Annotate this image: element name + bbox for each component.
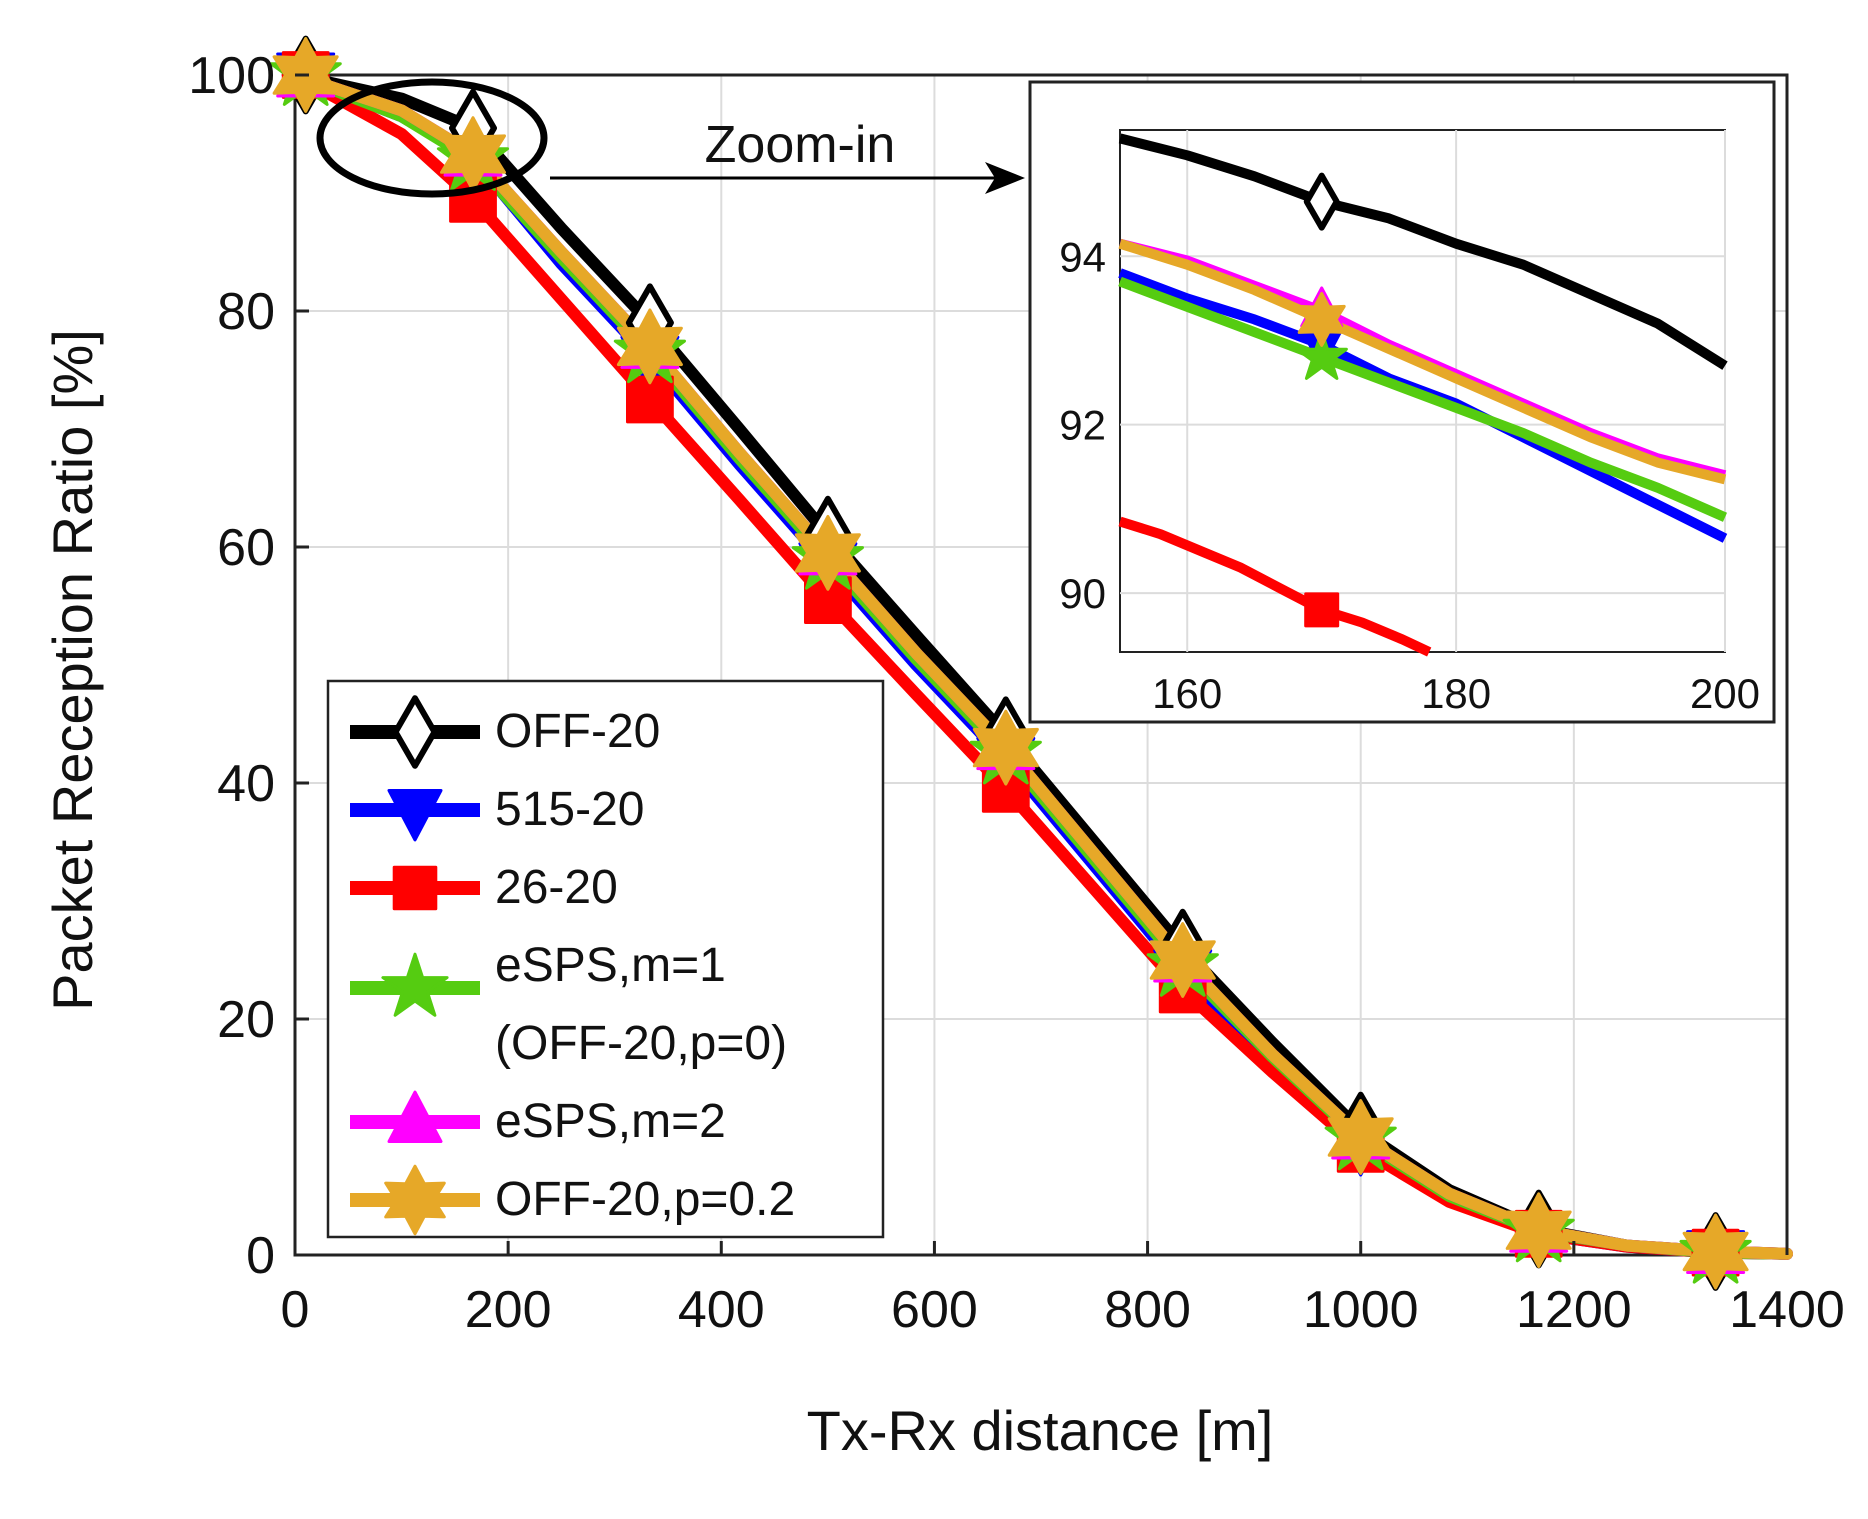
legend-marker-esps-m-1-off-20-p-0 [381,952,449,1017]
zoom-region-ellipse [316,78,548,198]
legend-marker-515-20 [387,789,443,842]
marker-off-20-p-0-2-1167 [1505,1192,1572,1269]
legend-label-esps-m2: eSPS,m=2 [495,1095,726,1148]
x-tick-label-600: 600 [891,1281,978,1339]
inset-y-tick-label-94: 94 [1059,233,1106,280]
x-tick-label-1000: 1000 [1303,1281,1419,1339]
main-plot-frame [293,73,1789,1257]
y-tick-label-100: 100 [188,47,275,105]
marker-off-20-p-0-2-667 [972,709,1039,786]
inset-series-group [1118,133,1728,657]
marker-off-20-p-0-2-500 [794,515,861,591]
marker-off-20-p-0-2-333 [616,308,683,385]
x-tick-label-0: 0 [281,1281,310,1339]
legend-entries [350,695,480,1236]
marker-26-20-333 [626,375,674,424]
y-tick-label-20: 20 [217,991,275,1049]
inset-x-tick-label-180: 180 [1421,670,1491,717]
zoom-arrow-head [985,162,1025,194]
legend-box [326,679,885,1239]
inset-marker-off-20 [1303,172,1340,231]
legend: OFF-20 515-20 26-20 eSPS,m=1 (OFF-20,p=0… [326,679,885,1239]
inset-x-tick-label-160: 160 [1152,670,1222,717]
inset-y-tick-label-92: 92 [1059,402,1106,449]
inset-marker-off-20-p-0-2 [1297,291,1346,347]
marker-off-20-p-0-2-1000 [1327,1099,1394,1175]
inset-frame [1028,80,1776,724]
zoom-in-annotation: Zoom-in [705,116,896,174]
legend-marker-off-20 [392,695,438,769]
x-tick-label-200: 200 [465,1281,552,1339]
inset-series-line-26-20 [1118,516,1432,657]
main-series-group [269,35,1793,1291]
y-tick-label-60: 60 [217,519,275,577]
inset-x-tick-label-200: 200 [1690,670,1760,717]
inset-marker-26-20 [1304,592,1340,628]
y-axis-label: Packet Reception Ratio [%] [41,329,104,1011]
x-tick-label-400: 400 [678,1281,765,1339]
legend-marker-26-20 [392,865,438,911]
marker-off-20-p-0-2-1333 [1682,1213,1749,1290]
y-tick-label-40: 40 [217,755,275,813]
x-tick-label-1200: 1200 [1516,1281,1632,1339]
legend-label-off-20: OFF-20 [495,705,660,758]
legend-label-515-20: 515-20 [495,783,644,836]
legend-marker-esps-m-2 [387,1090,443,1143]
x-tick-label-1400: 1400 [1729,1281,1845,1339]
inset-series-line-off-20-p-0-2 [1118,238,1727,485]
x-axis-label: Tx-Rx distance [m] [807,1399,1274,1462]
y-tick-label-0: 0 [246,1227,275,1285]
legend-marker-off-20-p-0-2 [384,1164,446,1236]
inset-tick-labels: 160 180 200 90 92 94 [1059,233,1760,717]
main-tick-labels: 0 200 400 600 800 1000 1200 1400 0 20 40 60 80 100 [188,47,1845,1339]
inset-zoom-chart: 160 180 200 90 92 94 [1028,80,1776,724]
inset-series-line-esps-m-1-off-20-p-0 [1118,276,1728,522]
legend-label-off-20-p02: OFF-20,p=0.2 [495,1173,795,1226]
marker-off-20-p-0-2-833 [1149,922,1216,998]
inset-y-tick-label-90: 90 [1059,570,1106,617]
legend-label-esps-m1-line2: (OFF-20,p=0) [495,1017,787,1070]
x-tick-label-800: 800 [1104,1281,1191,1339]
y-tick-label-80: 80 [217,283,275,341]
legend-label-26-20: 26-20 [495,861,618,914]
inset-marker-esps-m-1-off-20-p-0 [1295,329,1348,380]
legend-label-esps-m1-line1: eSPS,m=1 [495,939,726,992]
inset-series-line-off-20 [1118,133,1728,370]
